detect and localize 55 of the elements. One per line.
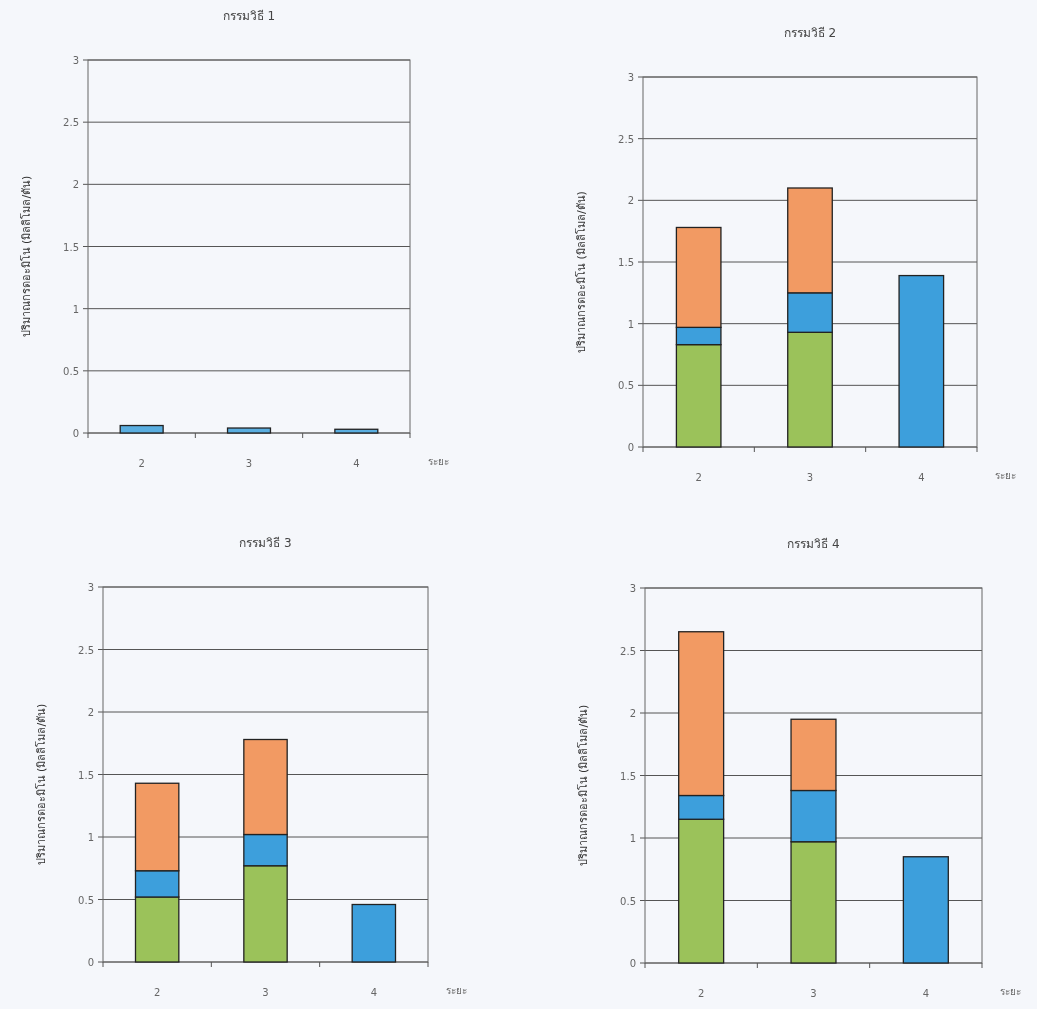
y-tick-label: 2.5 (620, 645, 636, 657)
y-tick-label: 3 (87, 582, 94, 593)
x-tick-label: 3 (262, 987, 269, 998)
y-tick-label: 0.5 (618, 380, 634, 392)
y-tick-label: 2.5 (78, 644, 94, 656)
y-tick-label: 0 (87, 957, 94, 968)
y-axis-title: ปริมาณกรดอะมิโน (มิลลิโมล/ตัน) (574, 191, 588, 353)
y-tick-label: 0 (629, 958, 636, 969)
y-tick-label: 3 (72, 55, 79, 66)
y-tick-label: 1.5 (78, 769, 94, 781)
y-tick-label: 2 (629, 708, 636, 719)
x-tick-label: 4 (922, 988, 930, 999)
chart-title: กรรมวิธี 3 (239, 536, 292, 550)
y-tick-label: 1 (72, 303, 79, 315)
chart-title: กรรมวิธี 2 (783, 26, 837, 40)
y-axis-title: ปริมาณกรดอะมิโน (มิลลิโมล/ตัน) (34, 703, 48, 866)
x-tick-label: 4 (918, 472, 925, 483)
y-tick-label: 2 (72, 179, 79, 191)
y-tick-label: 1 (627, 318, 634, 330)
y-tick-label: 2.5 (63, 117, 79, 129)
x-tick-label: 2 (697, 988, 705, 999)
y-tick-label: 0.5 (620, 895, 636, 907)
y-tick-label: 1 (87, 832, 94, 843)
y-tick-label: 1.5 (618, 257, 634, 268)
y-tick-label: 1.5 (63, 241, 79, 253)
x-axis-title: ระยะ (999, 986, 1021, 997)
y-tick-label: 0 (72, 428, 79, 439)
chart-title: กรรมวิธี 4 (787, 537, 840, 551)
x-tick-label: 3 (810, 988, 817, 999)
x-tick-label: 2 (153, 987, 161, 998)
x-axis-title: ระยะ (445, 985, 467, 996)
bar (351, 903, 397, 963)
x-axis-title: ระยะ (427, 456, 449, 467)
x-axis-title: ระยะ (994, 470, 1016, 481)
y-tick-label: 3 (629, 583, 636, 594)
y-tick-label: 0.5 (78, 894, 94, 906)
y-axis-title: ปริมาณกรดอะมิโน (มิลลิโมล/ตัน) (19, 175, 33, 338)
y-tick-label: 0 (627, 442, 634, 453)
y-tick-label: 2 (627, 195, 634, 207)
y-tick-label: 0.5 (63, 365, 79, 377)
y-axis-title: ปริมาณกรดอะมิโน (มิลลิโมล/ตัน) (576, 704, 590, 867)
x-tick-label: 2 (138, 458, 145, 469)
bar (898, 274, 945, 448)
y-tick-label: 1.5 (620, 770, 636, 782)
y-tick-label: 1 (629, 833, 636, 844)
y-tick-label: 3 (627, 72, 634, 83)
x-tick-label: 2 (695, 472, 702, 483)
y-tick-label: 2 (87, 707, 94, 718)
x-tick-label: 4 (353, 458, 360, 469)
x-tick-label: 3 (245, 458, 253, 469)
x-tick-label: 3 (806, 472, 814, 483)
bar (902, 856, 949, 964)
y-tick-label: 2.5 (618, 133, 634, 145)
x-tick-label: 4 (370, 987, 378, 998)
chart-title: กรรมวิธี 1 (222, 9, 276, 23)
